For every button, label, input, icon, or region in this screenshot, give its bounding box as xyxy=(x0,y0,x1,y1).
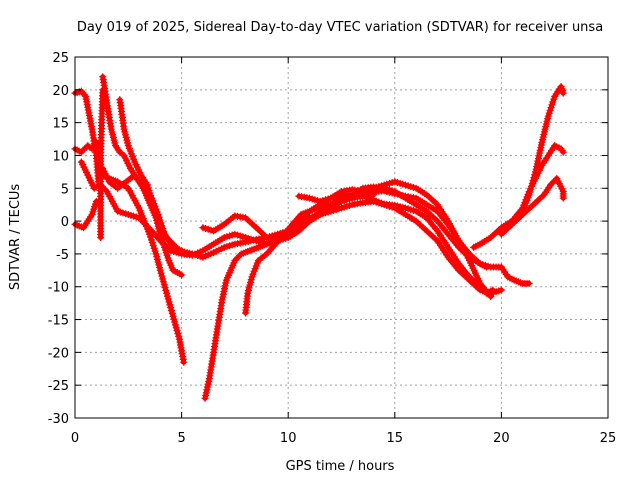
x-axis-label: GPS time / hours xyxy=(286,459,395,474)
series-markers xyxy=(295,186,377,205)
x-tick-label: 20 xyxy=(493,431,510,446)
series-markers xyxy=(99,73,186,255)
y-axis-label: SDTVAR / TECUs xyxy=(8,184,23,291)
x-tick-label: 25 xyxy=(600,431,617,446)
tick-layer: 0 5 10 15 20 25 -30 -25 -20 -15 -10 -5 0 5 10 15 20 25 xyxy=(48,51,617,446)
y-tick-label: 20 xyxy=(52,84,69,99)
data-series-arc-14 xyxy=(497,174,567,238)
y-tick-label: -15 xyxy=(48,314,69,329)
data-series-arc-7 xyxy=(97,86,107,241)
y-tick-label: 10 xyxy=(52,149,69,164)
data-series-arc-5 xyxy=(116,96,186,279)
y-tick-label: -5 xyxy=(56,248,69,263)
data-series-arc-6 xyxy=(71,197,100,232)
plot-frame xyxy=(74,56,609,419)
series-markers xyxy=(116,96,186,279)
series-markers xyxy=(199,183,490,271)
y-tick-label: 0 xyxy=(61,215,69,230)
y-tick-label: -25 xyxy=(48,379,69,394)
series-line xyxy=(72,88,496,296)
series-markers xyxy=(71,87,497,297)
chart-title: Day 019 of 2025, Sidereal Day-to-day VTE… xyxy=(77,20,603,35)
y-tick-label: 15 xyxy=(52,117,69,132)
y-tick-label: 5 xyxy=(61,182,69,197)
data-series-arc-1 xyxy=(71,87,497,297)
series-markers xyxy=(497,174,567,238)
y-tick-label: -30 xyxy=(48,412,69,427)
data-series-arc-11 xyxy=(295,186,377,205)
x-tick-label: 10 xyxy=(280,431,297,446)
data-series-arc-4 xyxy=(99,73,186,255)
x-tick-label: 5 xyxy=(177,431,185,446)
data-series-arc-12 xyxy=(470,83,567,251)
y-tick-label: 25 xyxy=(52,51,69,66)
x-tick-label: 0 xyxy=(71,431,79,446)
x-tick-label: 15 xyxy=(387,431,404,446)
y-tick-label: -20 xyxy=(48,346,69,361)
series-markers xyxy=(470,83,567,251)
series-markers xyxy=(97,86,107,241)
data-series-arc-10 xyxy=(199,183,490,271)
y-tick-label: -10 xyxy=(48,281,69,296)
